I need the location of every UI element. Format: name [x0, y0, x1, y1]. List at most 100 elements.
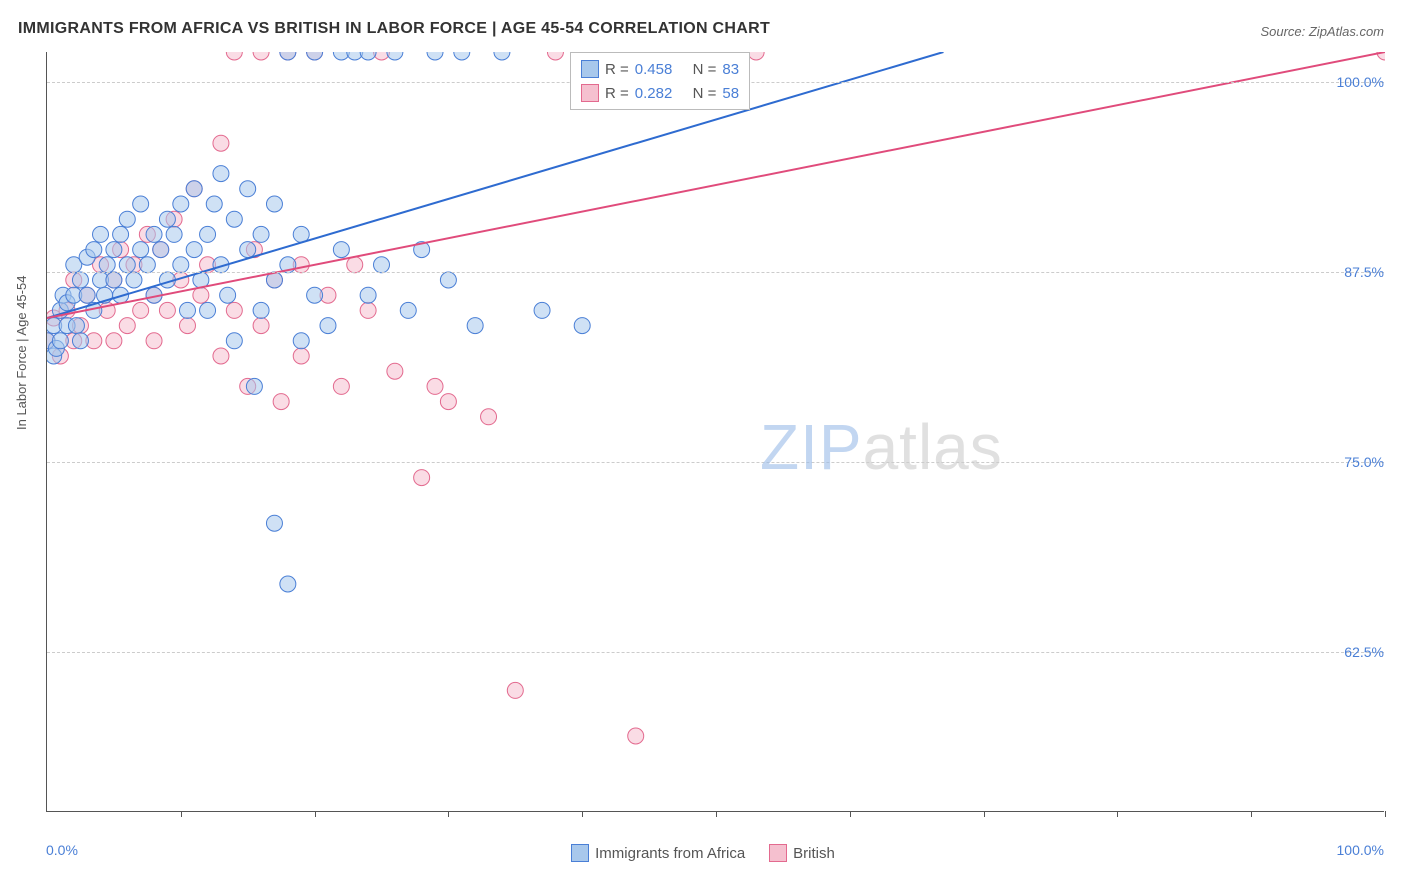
data-point [119, 257, 135, 273]
data-point [139, 257, 155, 273]
data-point [226, 302, 242, 318]
data-point [226, 333, 242, 349]
swatch-africa [581, 60, 599, 78]
data-point [253, 226, 269, 242]
data-point [93, 226, 109, 242]
legend-row-africa: R = 0.458 N = 83 [581, 57, 739, 81]
n-label: N = [693, 85, 717, 102]
data-point [173, 196, 189, 212]
data-point [213, 135, 229, 151]
data-point [253, 318, 269, 334]
data-point [119, 318, 135, 334]
data-point [467, 318, 483, 334]
data-point [293, 348, 309, 364]
data-point [266, 515, 282, 531]
data-point [179, 318, 195, 334]
x-tick [1117, 811, 1118, 817]
chart-title: IMMIGRANTS FROM AFRICA VS BRITISH IN LAB… [18, 20, 770, 38]
swatch-africa-bottom [571, 844, 589, 862]
data-point [628, 728, 644, 744]
data-point [293, 333, 309, 349]
data-point [186, 242, 202, 258]
data-point [246, 378, 262, 394]
data-point [266, 196, 282, 212]
chart-svg [47, 52, 1385, 812]
data-point [186, 181, 202, 197]
data-point [440, 394, 456, 410]
data-point [273, 394, 289, 410]
data-point [113, 226, 129, 242]
data-point [99, 257, 115, 273]
data-point [133, 302, 149, 318]
x-tick [1251, 811, 1252, 817]
data-point [440, 272, 456, 288]
y-axis-label: In Labor Force | Age 45-54 [14, 276, 29, 430]
plot-area [46, 52, 1384, 812]
data-point [133, 242, 149, 258]
data-point [72, 272, 88, 288]
data-point [360, 287, 376, 303]
data-point [280, 576, 296, 592]
x-tick [181, 811, 182, 817]
data-point [333, 242, 349, 258]
data-point [534, 302, 550, 318]
data-point [414, 470, 430, 486]
gridline [47, 652, 1384, 653]
data-point [240, 242, 256, 258]
r-label: R = [605, 85, 629, 102]
legend-item-british: British [769, 844, 835, 862]
data-point [179, 302, 195, 318]
x-tick [716, 811, 717, 817]
data-point [86, 242, 102, 258]
data-point [360, 52, 376, 60]
data-point [213, 166, 229, 182]
y-tick-label: 75.0% [1344, 454, 1384, 470]
x-tick [582, 811, 583, 817]
data-point [307, 52, 323, 60]
data-point [374, 257, 390, 273]
data-point [748, 52, 764, 60]
data-point [106, 333, 122, 349]
data-point [72, 333, 88, 349]
data-point [400, 302, 416, 318]
data-point [333, 378, 349, 394]
n-value-british: 58 [722, 85, 739, 102]
gridline [47, 272, 1384, 273]
source-attribution: Source: ZipAtlas.com [1260, 24, 1384, 39]
r-value-africa: 0.458 [635, 61, 673, 78]
data-point [213, 348, 229, 364]
gridline [47, 462, 1384, 463]
data-point [220, 287, 236, 303]
data-point [253, 302, 269, 318]
data-point [360, 302, 376, 318]
data-point [106, 272, 122, 288]
bottom-legend: Immigrants from Africa British [0, 844, 1406, 862]
data-point [427, 378, 443, 394]
data-point [507, 682, 523, 698]
x-tick [448, 811, 449, 817]
data-point [307, 287, 323, 303]
data-point [166, 226, 182, 242]
data-point [146, 333, 162, 349]
data-point [226, 211, 242, 227]
data-point [574, 318, 590, 334]
data-point [146, 226, 162, 242]
x-tick [850, 811, 851, 817]
data-point [320, 318, 336, 334]
y-tick-label: 100.0% [1337, 74, 1384, 90]
data-point [126, 272, 142, 288]
data-point [481, 409, 497, 425]
x-axis-max-label: 100.0% [1337, 842, 1384, 858]
data-point [159, 302, 175, 318]
data-point [206, 196, 222, 212]
data-point [193, 287, 209, 303]
data-point [387, 363, 403, 379]
correlation-legend: R = 0.458 N = 83 R = 0.282 N = 58 [570, 52, 750, 110]
x-tick [984, 811, 985, 817]
data-point [153, 242, 169, 258]
x-tick [315, 811, 316, 817]
data-point [347, 257, 363, 273]
data-point [494, 52, 510, 60]
data-point [200, 226, 216, 242]
data-point [226, 52, 242, 60]
